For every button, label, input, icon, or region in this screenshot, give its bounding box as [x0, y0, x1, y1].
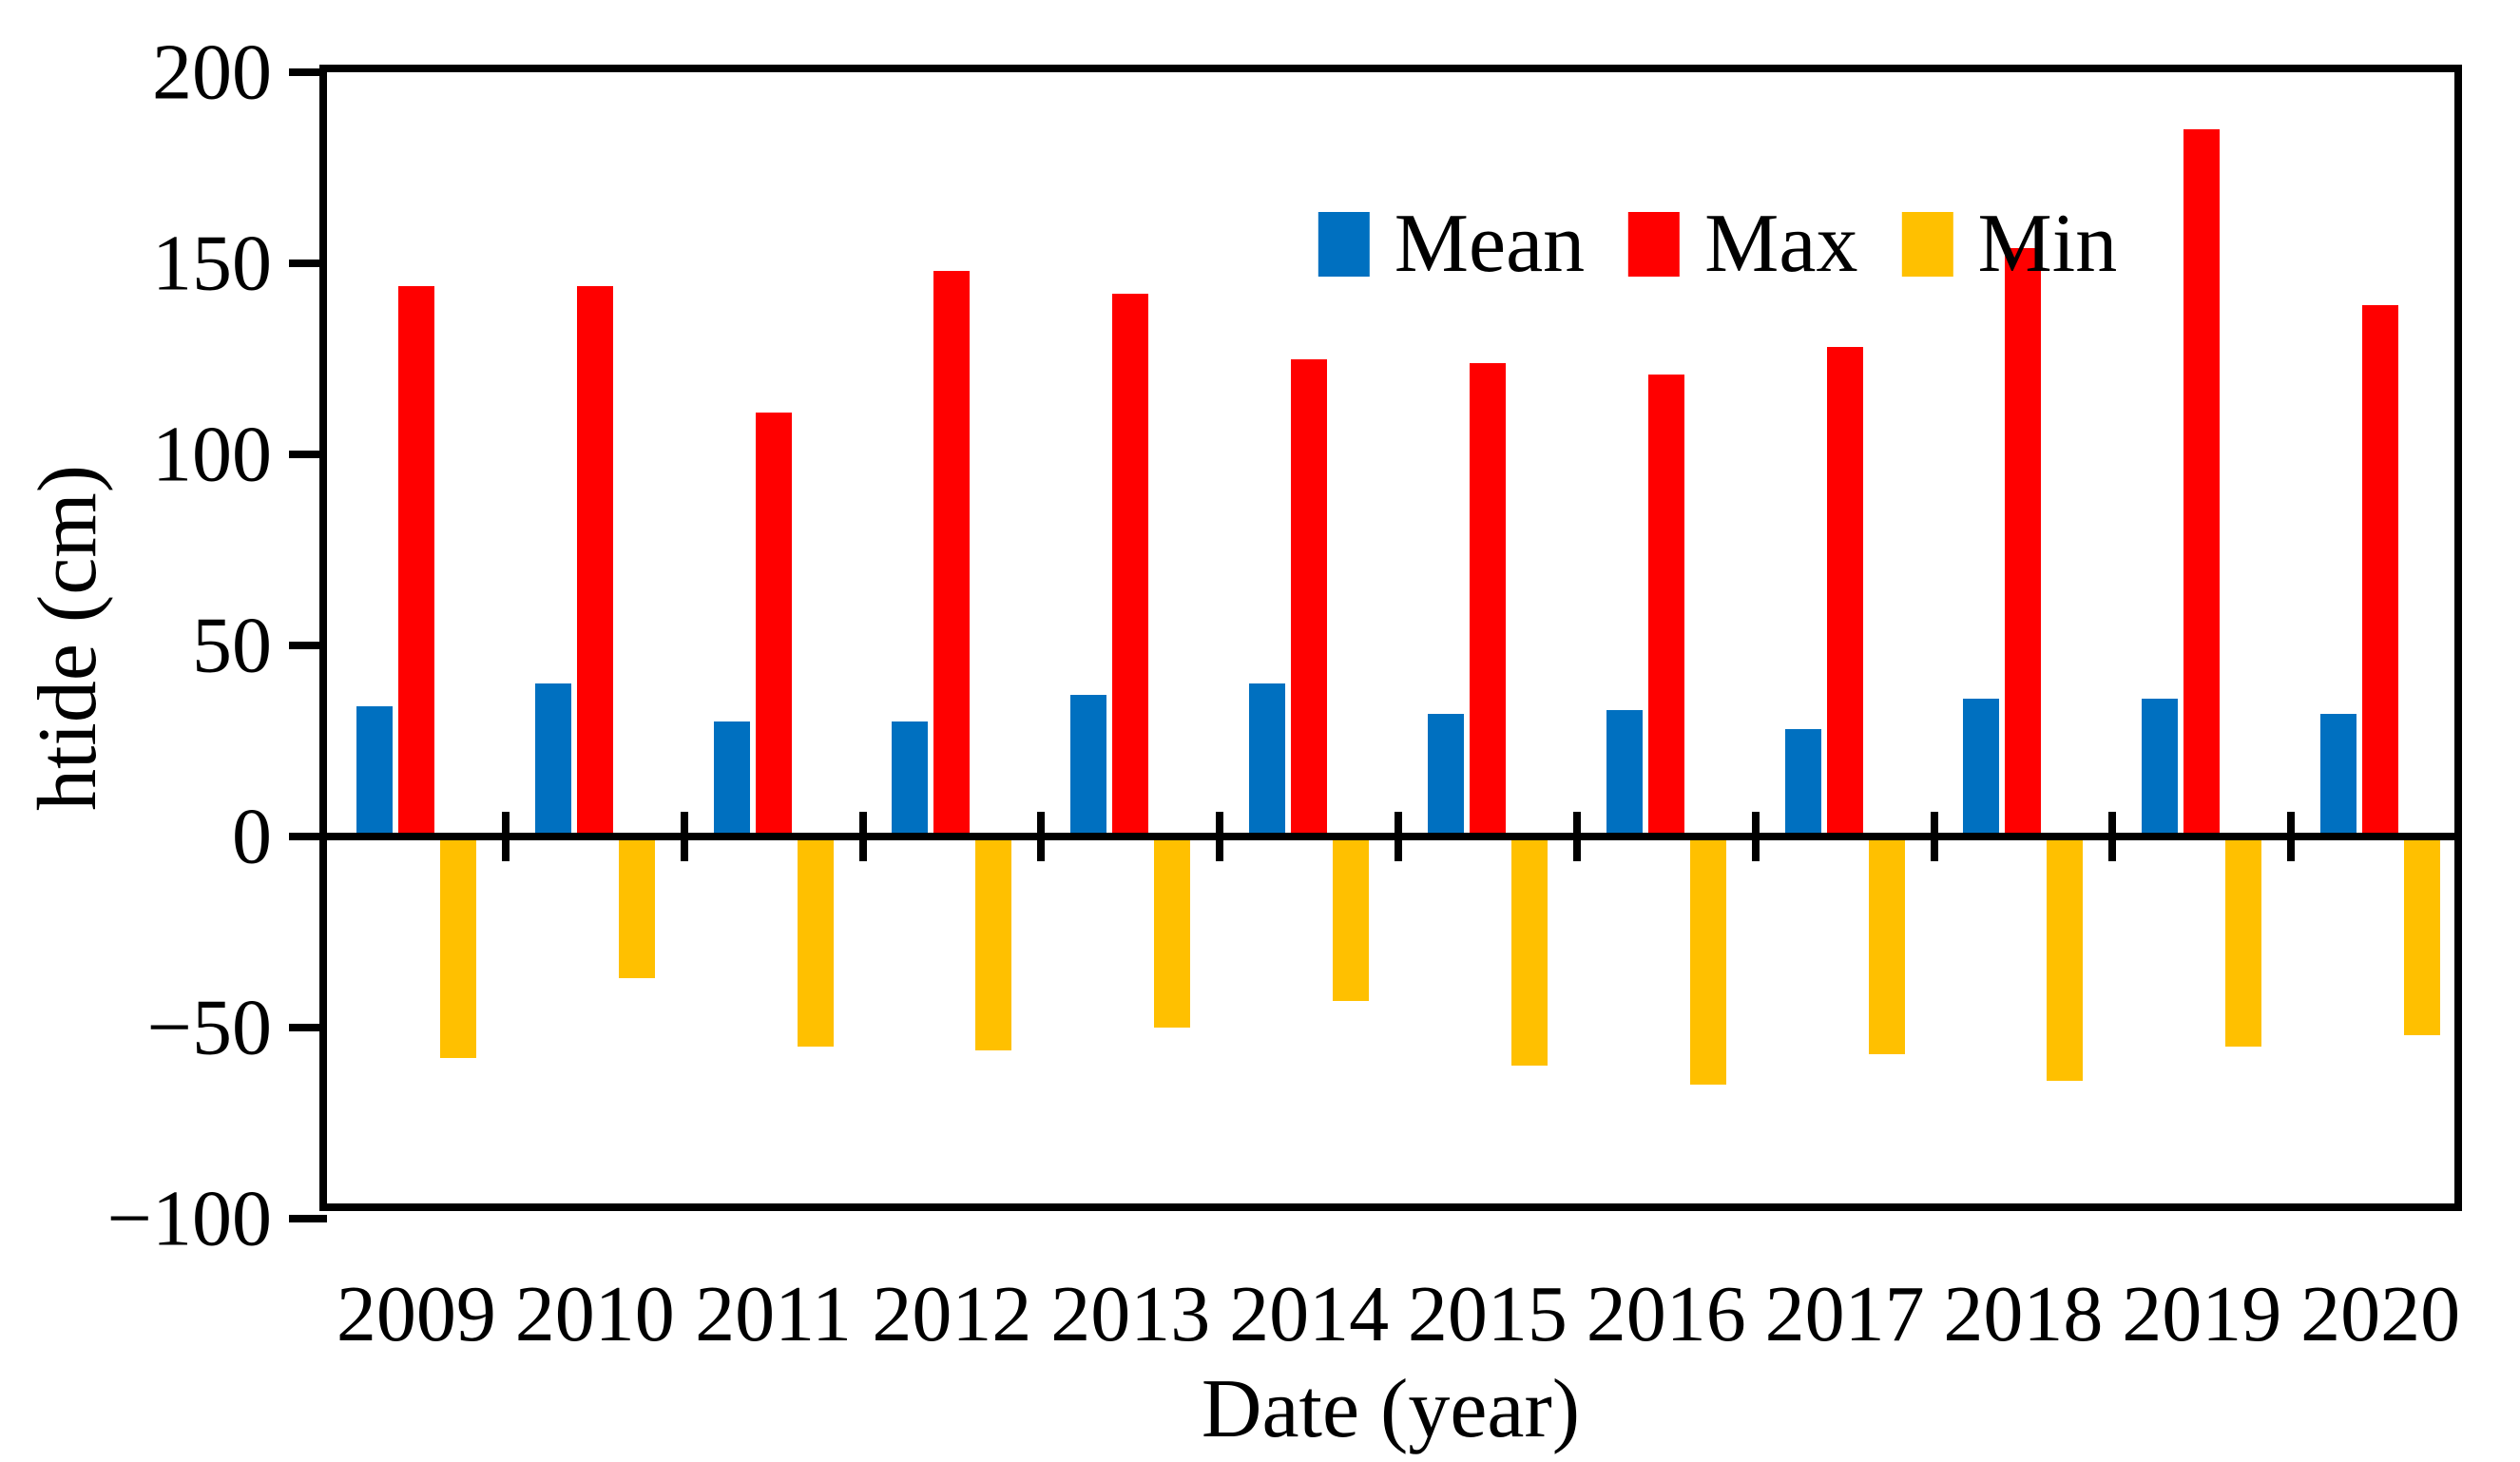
bar-max-2010 [576, 286, 613, 837]
y-axis-title: htide (cm) [22, 464, 114, 812]
y-tick-label: 100 [152, 410, 272, 499]
x-tick-label-2018: 2018 [1943, 1270, 2104, 1358]
bar-min-2009 [439, 837, 476, 1059]
bar-min-2017 [1868, 837, 1905, 1055]
bar-mean-2020 [2320, 714, 2357, 837]
y-axis-tick [289, 1024, 327, 1031]
bar-max-2016 [1647, 374, 1684, 837]
bar-max-2020 [2362, 305, 2399, 837]
legend-item-max: Max [1628, 196, 1857, 292]
y-tick-label: −50 [146, 983, 272, 1072]
x-tick-label-2015: 2015 [1407, 1270, 1568, 1358]
zero-axis-line [327, 833, 2454, 840]
bar-mean-2009 [356, 706, 393, 837]
y-axis-tick [289, 642, 327, 649]
x-axis-title: Date (year) [1201, 1363, 1581, 1455]
bar-max-2012 [933, 271, 971, 837]
x-tick-label-2020: 2020 [2300, 1270, 2461, 1358]
legend-swatch-min [1901, 211, 1953, 277]
x-tick-label-2012: 2012 [872, 1270, 1032, 1358]
legend-item-mean: Mean [1318, 196, 1585, 292]
x-axis-tick [1216, 812, 1224, 861]
bar-max-2019 [2183, 129, 2221, 837]
x-axis-tick [1395, 812, 1402, 861]
x-tick-label-2019: 2019 [2122, 1270, 2282, 1358]
bar-mean-2010 [534, 683, 571, 837]
bar-mean-2014 [1249, 683, 1286, 837]
y-tick-label: 0 [232, 792, 272, 881]
x-axis-tick [2287, 812, 2296, 861]
bar-min-2010 [618, 837, 655, 978]
legend-item-min: Min [1901, 196, 2117, 292]
x-tick-label-2016: 2016 [1586, 1270, 1746, 1358]
y-axis-tick [289, 1215, 327, 1222]
bar-max-2009 [397, 286, 434, 837]
bar-mean-2015 [1427, 714, 1464, 837]
bar-min-2011 [797, 837, 834, 1048]
bar-min-2019 [2225, 837, 2262, 1048]
x-tick-label-2014: 2014 [1229, 1270, 1390, 1358]
y-tick-label: 200 [152, 28, 272, 117]
bar-mean-2013 [1070, 695, 1107, 837]
bar-min-2015 [1510, 837, 1548, 1067]
bar-mean-2011 [713, 721, 750, 837]
bar-max-2015 [1469, 362, 1506, 837]
legend-swatch-mean [1318, 211, 1370, 277]
y-axis-tick [289, 833, 327, 840]
bar-max-2013 [1112, 294, 1149, 837]
bar-min-2012 [975, 837, 1012, 1051]
bar-mean-2016 [1606, 710, 1643, 837]
bar-max-2011 [755, 412, 792, 837]
bar-min-2014 [1333, 837, 1370, 1001]
x-tick-label-2013: 2013 [1050, 1270, 1211, 1358]
bar-mean-2018 [1963, 699, 2000, 837]
bar-mean-2019 [2142, 699, 2179, 837]
y-axis-tick [289, 68, 327, 76]
legend-swatch-max [1628, 211, 1681, 277]
x-tick-label-2017: 2017 [1764, 1270, 1925, 1358]
x-axis-tick [2108, 812, 2117, 861]
y-tick-label: −100 [106, 1174, 272, 1263]
x-axis-tick [501, 812, 510, 861]
bar-mean-2012 [892, 721, 929, 837]
bar-max-2014 [1291, 358, 1328, 837]
bar-max-2018 [2005, 247, 2042, 837]
x-tick-label-2010: 2010 [514, 1270, 675, 1358]
y-tick-label: 50 [192, 601, 272, 690]
bar-min-2013 [1154, 837, 1191, 1028]
x-axis-tick [1751, 812, 1760, 861]
x-axis-tick [1037, 812, 1046, 861]
plot-area: Mean Max Min 200 150 100 50 0 −50 −100 2009 2010 2… [107, 29, 2462, 1358]
bar-min-2018 [2047, 837, 2084, 1082]
y-tick-label: 150 [152, 219, 272, 308]
bar-min-2016 [1689, 837, 1726, 1086]
legend-label-max: Max [1704, 198, 1858, 290]
y-axis-tick [289, 451, 327, 458]
legend: Mean Max Min [1318, 196, 2117, 292]
x-axis-tick [680, 812, 688, 861]
x-axis-tick [1572, 812, 1581, 861]
x-tick-label-2011: 2011 [695, 1270, 853, 1358]
bar-max-2017 [1826, 347, 1863, 837]
y-axis-tick [289, 260, 327, 267]
x-axis-tick [1930, 812, 1938, 861]
bar-mean-2017 [1784, 729, 1821, 837]
legend-label-mean: Mean [1394, 198, 1586, 290]
bar-min-2020 [2404, 837, 2441, 1036]
legend-label-min: Min [1977, 198, 2118, 290]
x-axis-tick [858, 812, 867, 861]
x-tick-label-2009: 2009 [336, 1270, 496, 1358]
